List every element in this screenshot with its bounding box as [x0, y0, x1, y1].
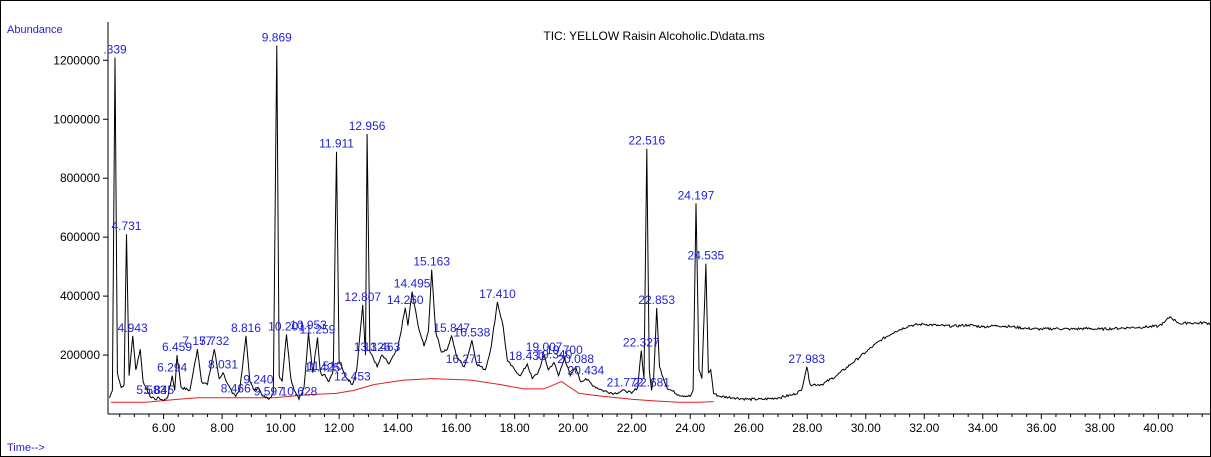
y-tick-label: 600000 [60, 230, 100, 244]
x-tick-label: 24.00 [675, 421, 705, 435]
peak-label: 13.463 [364, 340, 401, 354]
peak-label: 10.628 [281, 384, 318, 398]
peak-label: 7.157 [182, 334, 212, 348]
peak-label: 5.583 [136, 383, 166, 397]
peak-label: 10.953 [290, 318, 327, 332]
peak-label: 19.340 [536, 347, 573, 361]
peak-label: 10.201 [268, 319, 305, 333]
x-tick-label: 36.00 [1026, 421, 1056, 435]
peak-label: 11.510 [307, 359, 343, 373]
x-axis-ticks: 6.00 8.00 10.00 12.00 14.00 16.00 18.00 20.00 22… [119, 414, 1203, 435]
peak-label: 19.007 [526, 340, 563, 354]
x-tick-label: 6.00 [152, 421, 176, 435]
x-tick-label: 38.00 [1085, 421, 1115, 435]
baseline-line [110, 378, 714, 403]
y-axis-title: Abundance [7, 24, 63, 36]
peak-label: 11.425 [304, 361, 340, 375]
peak-label: 22.853 [638, 293, 675, 307]
y-tick-label: 200000 [60, 348, 100, 362]
peak-label: 13.126 [354, 340, 391, 354]
peak-label: 7.732 [199, 334, 229, 348]
peak-label: 21.772 [607, 375, 644, 389]
peak-label: 12.807 [344, 290, 381, 304]
x-tick-label: 32.00 [909, 421, 939, 435]
peak-label: 22.516 [628, 134, 665, 148]
peak-label: 22.327 [623, 336, 660, 350]
peak-label: 19.700 [546, 343, 583, 357]
peak-label: 9.240 [243, 372, 273, 386]
x-axis-title: Time--> [7, 442, 45, 454]
peak-label: 18.431 [509, 349, 546, 363]
peak-label: 20.088 [557, 352, 594, 366]
x-tick-label: 18.00 [500, 421, 530, 435]
peak-label: 16.538 [454, 325, 491, 339]
tic-trace [109, 45, 1211, 402]
x-tick-label: 34.00 [968, 421, 998, 435]
x-tick-label: 28.00 [792, 421, 822, 435]
x-tick-label: 8.00 [210, 421, 234, 435]
x-tick-label: 22.00 [617, 421, 647, 435]
y-axis-ticks: 200000 400000 600000 800000 1000000 1200000 [53, 53, 108, 362]
peak-label: 17.410 [479, 287, 516, 301]
x-tick-label: 40.00 [1143, 421, 1173, 435]
peak-label: 16.271 [446, 352, 483, 366]
y-tick-label: 1000000 [53, 112, 100, 126]
peak-label: 14.495 [394, 277, 431, 291]
x-tick-label: 12.00 [324, 421, 354, 435]
peak-label: 15.163 [413, 255, 450, 269]
peak-label: 6.459 [162, 340, 192, 354]
y-tick-label: 400000 [60, 289, 100, 303]
peak-label: 4.731 [111, 219, 141, 233]
peak-label: 24.197 [678, 188, 715, 202]
x-tick-label: 26.00 [734, 421, 764, 435]
peak-label: 11.259 [300, 322, 336, 336]
peak-label: 8.816 [231, 321, 261, 335]
chart-title: TIC: YELLOW Raisin Alcoholic.D\data.ms [543, 29, 764, 43]
x-tick-label: 20.00 [558, 421, 588, 435]
peak-label: 12.956 [349, 119, 386, 133]
peak-label: 11.911 [319, 137, 354, 151]
peak-label: 9.869 [262, 31, 292, 45]
peak-label: 8.466 [221, 381, 251, 395]
peak-label: 8.031 [208, 358, 238, 372]
peak-label: 27.983 [788, 352, 825, 366]
peak-label: 6.294 [157, 361, 187, 375]
x-tick-label: 16.00 [441, 421, 471, 435]
peak-label: .339 [103, 42, 127, 56]
x-tick-label: 10.00 [266, 421, 296, 435]
peak-label: 22.681 [633, 375, 670, 389]
tic-trace-line [109, 45, 1211, 402]
y-tick-label: 800000 [60, 171, 100, 185]
x-tick-label: 30.00 [851, 421, 881, 435]
y-tick-label: 1200000 [53, 53, 100, 67]
peak-label: 9.597 [254, 384, 284, 398]
peak-label: 4.943 [118, 321, 148, 335]
peak-label: 12.453 [334, 370, 371, 384]
peak-label: 20.434 [568, 364, 605, 378]
integration-baseline [110, 378, 714, 403]
x-tick-label: 14.00 [383, 421, 413, 435]
peak-label: 24.535 [688, 249, 725, 263]
peak-label: 15.847 [433, 321, 470, 335]
peak-label: 5.845 [144, 383, 174, 397]
peak-label: 14.260 [387, 293, 424, 307]
